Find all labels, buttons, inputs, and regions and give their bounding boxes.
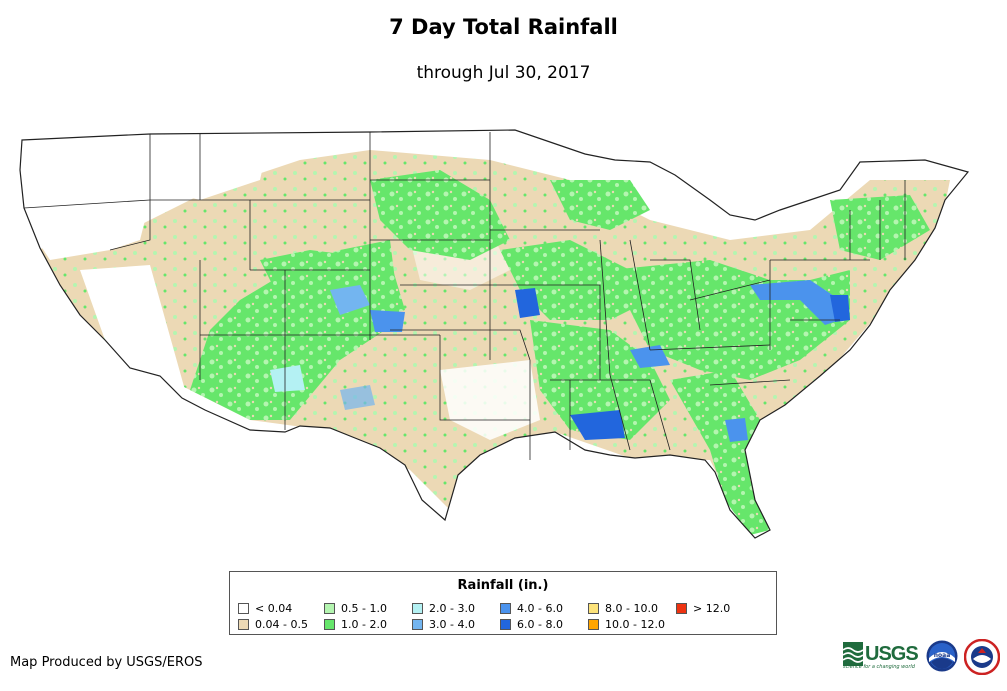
- legend-item: 10.0 - 12.0: [588, 618, 665, 631]
- legend-swatch: [238, 603, 249, 614]
- noaa-text: noaa: [934, 652, 951, 659]
- legend-label: 2.0 - 3.0: [429, 602, 475, 615]
- legend-label: < 0.04: [255, 602, 293, 615]
- legend-item: 4.0 - 6.0: [500, 602, 563, 615]
- legend-label: 8.0 - 10.0: [605, 602, 658, 615]
- legend-swatch: [412, 619, 423, 630]
- state-borders: [23, 132, 906, 460]
- legend-swatch: [588, 603, 599, 614]
- legend-item: 3.0 - 4.0: [412, 618, 475, 631]
- rainfall-map: [10, 120, 990, 550]
- legend-item: 0.04 - 0.5: [238, 618, 308, 631]
- legend-title: Rainfall (in.): [457, 578, 549, 593]
- us-outline: [19, 129, 970, 539]
- agency-logos: USGS science for a changing world noaa: [843, 638, 1003, 678]
- legend-swatch: [324, 619, 335, 630]
- legend-label: 10.0 - 12.0: [605, 618, 665, 631]
- legend-label: 4.0 - 6.0: [517, 602, 563, 615]
- usgs-waves-icon: [843, 642, 863, 666]
- legend-swatch: [412, 603, 423, 614]
- legend: Rainfall (in.) < 0.04 0.04 - 0.5 0.5 - 1…: [229, 571, 777, 635]
- legend-label: 0.04 - 0.5: [255, 618, 308, 631]
- legend-label: 6.0 - 8.0: [517, 618, 563, 631]
- legend-label: 1.0 - 2.0: [341, 618, 387, 631]
- legend-label: 3.0 - 4.0: [429, 618, 475, 631]
- nws-logo-icon: [964, 639, 1000, 675]
- usgs-logo: USGS: [843, 642, 919, 666]
- map-credit: Map Produced by USGS/EROS: [10, 655, 203, 670]
- noaa-logo-icon: noaa: [926, 640, 958, 672]
- legend-label: 0.5 - 1.0: [341, 602, 387, 615]
- legend-item: 8.0 - 10.0: [588, 602, 658, 615]
- usgs-tagline: science for a changing world: [843, 664, 915, 670]
- legend-item: 6.0 - 8.0: [500, 618, 563, 631]
- legend-swatch: [500, 619, 511, 630]
- legend-item: < 0.04: [238, 602, 292, 615]
- legend-swatch: [500, 603, 511, 614]
- legend-item: 2.0 - 3.0: [412, 602, 475, 615]
- legend-item: > 12.0: [676, 602, 730, 615]
- rainfall-fill: [20, 130, 968, 538]
- map-subtitle: through Jul 30, 2017: [416, 63, 591, 83]
- map-title: 7 Day Total Rainfall: [389, 15, 618, 39]
- legend-label: > 12.0: [693, 602, 731, 615]
- legend-item: 0.5 - 1.0: [324, 602, 387, 615]
- legend-swatch: [676, 603, 687, 614]
- usgs-wordmark: USGS: [865, 643, 919, 665]
- legend-swatch: [238, 619, 249, 630]
- legend-item: 1.0 - 2.0: [324, 618, 387, 631]
- legend-swatch: [324, 603, 335, 614]
- us-map-svg: [19, 129, 970, 539]
- legend-swatch: [588, 619, 599, 630]
